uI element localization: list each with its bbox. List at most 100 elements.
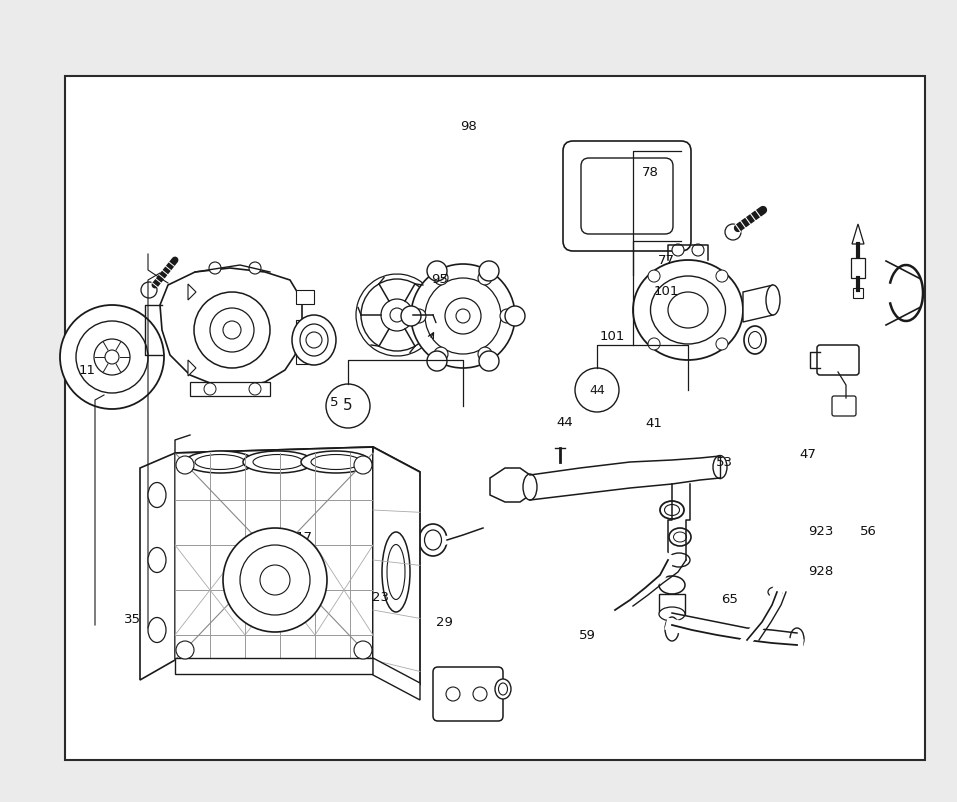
Text: 5: 5 — [344, 399, 353, 414]
Ellipse shape — [659, 576, 685, 594]
Circle shape — [478, 271, 492, 285]
FancyBboxPatch shape — [433, 667, 503, 721]
Circle shape — [411, 264, 515, 368]
Text: 65: 65 — [721, 593, 738, 606]
Bar — [190, 382, 270, 396]
Circle shape — [249, 383, 261, 395]
Ellipse shape — [185, 451, 255, 473]
Text: 47: 47 — [799, 448, 816, 461]
FancyBboxPatch shape — [832, 396, 856, 416]
Ellipse shape — [669, 528, 691, 546]
Circle shape — [725, 224, 741, 240]
Circle shape — [456, 309, 470, 323]
Ellipse shape — [633, 260, 743, 360]
Circle shape — [427, 261, 447, 281]
Circle shape — [412, 309, 426, 323]
Text: 59: 59 — [579, 630, 596, 642]
Bar — [175, 658, 373, 674]
Circle shape — [240, 545, 310, 615]
Ellipse shape — [195, 455, 245, 469]
Circle shape — [445, 298, 481, 334]
Circle shape — [249, 262, 261, 274]
Ellipse shape — [668, 553, 690, 567]
Bar — [65, 76, 925, 760]
Polygon shape — [373, 447, 420, 685]
Polygon shape — [743, 285, 773, 322]
Text: 41: 41 — [645, 417, 662, 430]
Bar — [296, 350, 314, 364]
Ellipse shape — [300, 324, 328, 356]
Polygon shape — [140, 453, 175, 680]
Text: 101: 101 — [600, 330, 625, 343]
Ellipse shape — [382, 532, 410, 612]
FancyBboxPatch shape — [563, 141, 691, 251]
Bar — [296, 320, 314, 334]
Circle shape — [326, 384, 370, 428]
Circle shape — [105, 350, 119, 364]
Circle shape — [94, 339, 130, 375]
Circle shape — [648, 338, 660, 350]
Circle shape — [500, 309, 514, 323]
Circle shape — [478, 347, 492, 361]
Circle shape — [176, 641, 194, 659]
Circle shape — [648, 270, 660, 282]
Ellipse shape — [790, 628, 804, 650]
Text: 23: 23 — [372, 591, 389, 604]
Circle shape — [401, 306, 421, 326]
Circle shape — [260, 565, 290, 595]
Circle shape — [223, 321, 241, 339]
Bar — [853, 288, 863, 298]
Circle shape — [354, 641, 372, 659]
Text: 44: 44 — [590, 383, 605, 396]
Polygon shape — [852, 224, 864, 244]
Text: 78: 78 — [642, 166, 659, 179]
Circle shape — [306, 332, 322, 348]
Ellipse shape — [499, 683, 507, 695]
Text: 95: 95 — [431, 273, 448, 286]
Ellipse shape — [744, 326, 766, 354]
Text: 56: 56 — [859, 525, 877, 538]
Ellipse shape — [713, 456, 727, 479]
Polygon shape — [188, 360, 196, 376]
Circle shape — [209, 262, 221, 274]
Text: 923: 923 — [809, 525, 834, 538]
Ellipse shape — [665, 617, 679, 641]
Text: 35: 35 — [123, 613, 141, 626]
Ellipse shape — [674, 532, 686, 542]
Text: 98: 98 — [460, 120, 478, 133]
Ellipse shape — [495, 679, 511, 699]
Circle shape — [575, 368, 619, 412]
Text: 77: 77 — [657, 254, 675, 267]
Bar — [296, 290, 314, 304]
Ellipse shape — [660, 501, 684, 519]
Ellipse shape — [419, 524, 447, 556]
Circle shape — [434, 271, 448, 285]
Ellipse shape — [768, 587, 782, 597]
Circle shape — [210, 308, 254, 352]
Ellipse shape — [664, 504, 679, 516]
Polygon shape — [160, 268, 302, 388]
Circle shape — [672, 244, 684, 256]
Circle shape — [194, 292, 270, 368]
Circle shape — [692, 244, 704, 256]
Circle shape — [204, 383, 216, 395]
Text: 44: 44 — [556, 416, 573, 429]
Ellipse shape — [387, 545, 405, 600]
Ellipse shape — [425, 530, 441, 550]
Bar — [659, 594, 685, 614]
Text: 29: 29 — [435, 616, 453, 629]
Ellipse shape — [301, 451, 371, 473]
Circle shape — [716, 270, 728, 282]
Polygon shape — [490, 468, 530, 502]
Circle shape — [141, 282, 157, 298]
Bar — [851, 258, 865, 278]
Text: 5: 5 — [330, 396, 338, 409]
Circle shape — [716, 338, 728, 350]
Ellipse shape — [766, 285, 780, 315]
Ellipse shape — [148, 483, 166, 508]
Circle shape — [473, 687, 487, 701]
Text: 11: 11 — [78, 364, 96, 377]
Text: 101: 101 — [654, 285, 679, 298]
Circle shape — [176, 456, 194, 474]
Ellipse shape — [253, 455, 303, 469]
